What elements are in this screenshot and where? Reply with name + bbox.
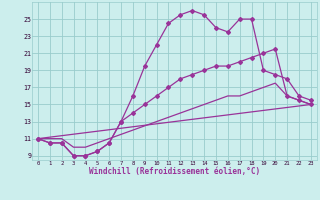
X-axis label: Windchill (Refroidissement éolien,°C): Windchill (Refroidissement éolien,°C) bbox=[89, 167, 260, 176]
